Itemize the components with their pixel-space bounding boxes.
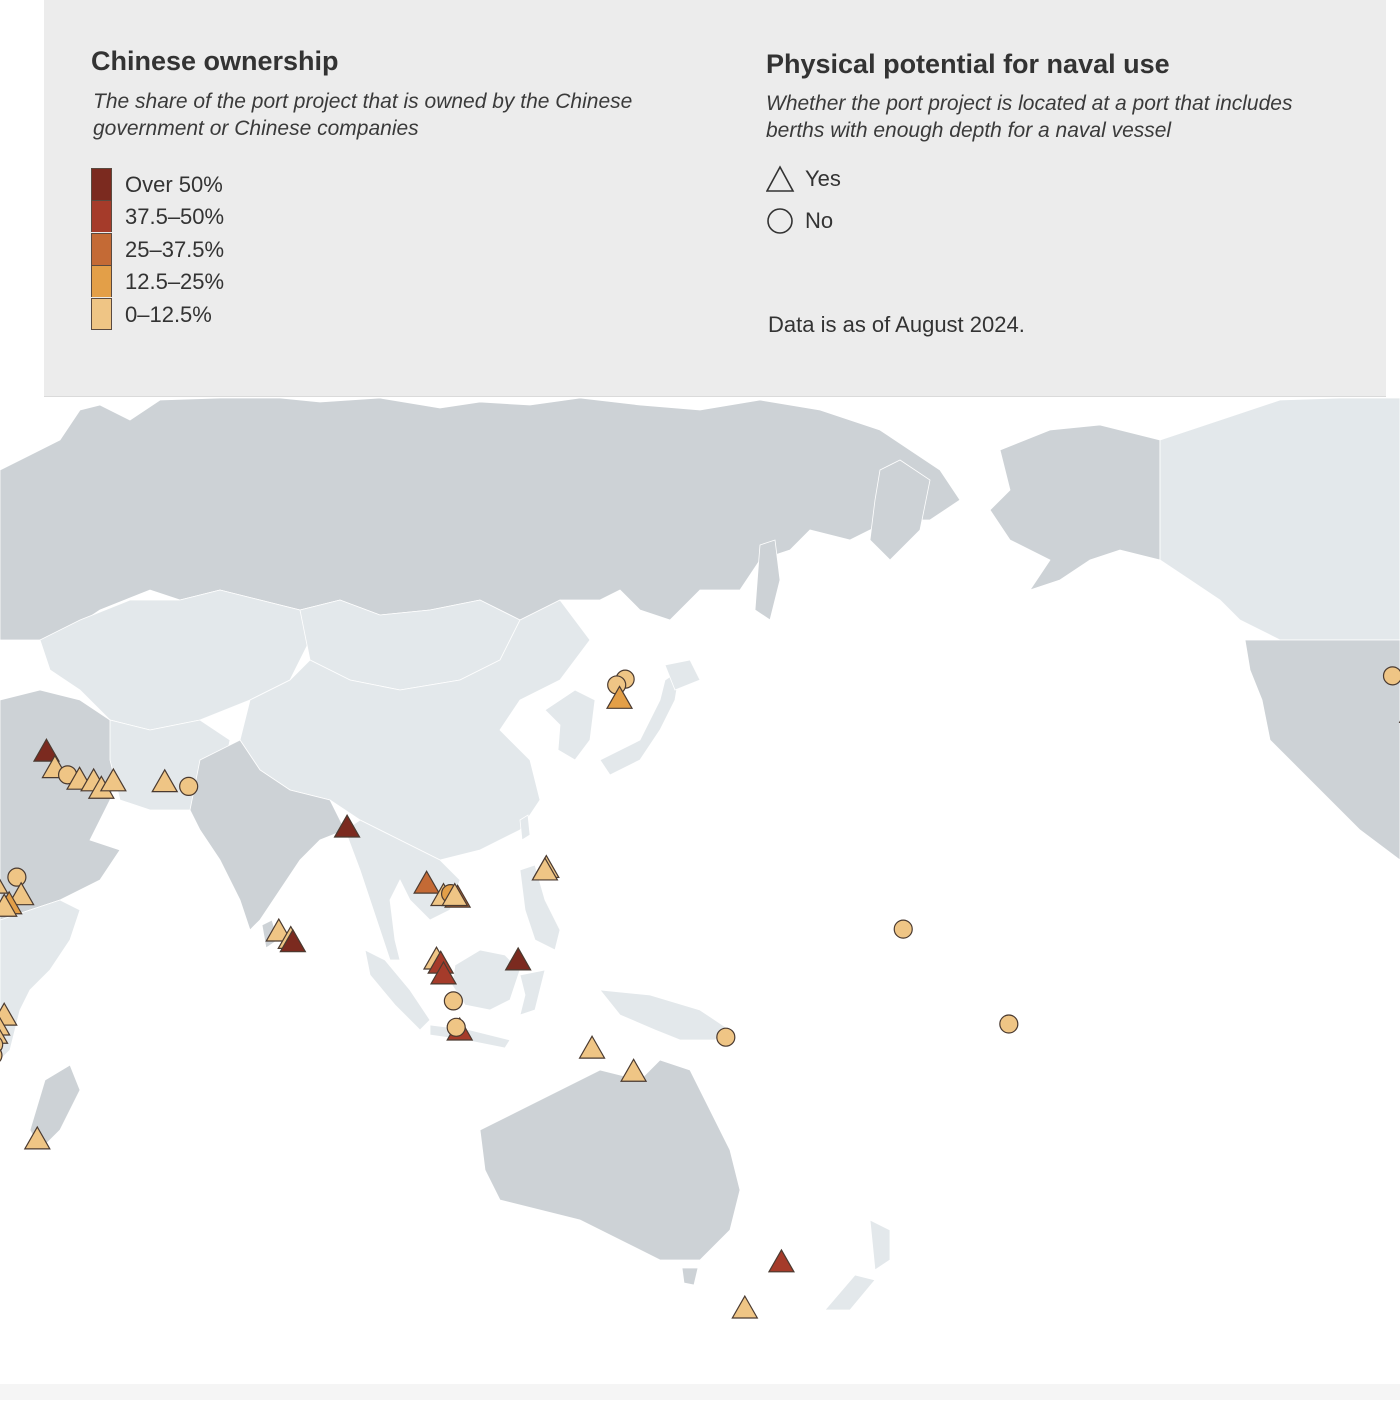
port-circle-marker[interactable]: [180, 777, 198, 795]
port-circle-marker[interactable]: [1384, 667, 1400, 685]
east-africa-land: [0, 900, 80, 1060]
scale-label: 12.5–25%: [125, 269, 224, 295]
legend-no-label: No: [805, 208, 833, 234]
sumatra-land: [365, 950, 430, 1030]
new-zealand-land: [825, 1220, 890, 1310]
port-circle-marker[interactable]: [8, 868, 26, 886]
scale-label: 0–12.5%: [125, 302, 212, 328]
land-layer: [0, 398, 1400, 1310]
triangle-icon: [766, 165, 796, 195]
port-triangle-marker[interactable]: [580, 1036, 605, 1058]
port-triangle-marker[interactable]: [732, 1296, 757, 1318]
port-triangle-marker[interactable]: [769, 1250, 794, 1272]
color-swatch: [91, 200, 112, 232]
usa-land: [1245, 640, 1400, 860]
world-map: [0, 397, 1400, 1400]
scale-label: 37.5–50%: [125, 204, 224, 230]
new-guinea-land: [600, 990, 730, 1040]
port-triangle-marker[interactable]: [621, 1059, 646, 1081]
map-area: [0, 397, 1400, 1400]
naval-legend-title: Physical potential for naval use: [766, 49, 1170, 80]
color-swatch: [91, 298, 112, 330]
color-swatch: [91, 265, 112, 297]
data-date-note: Data is as of August 2024.: [768, 312, 1025, 338]
legend-yes-label: Yes: [805, 166, 841, 192]
scale-label: 25–37.5%: [125, 237, 224, 263]
port-circle-marker[interactable]: [1000, 1015, 1018, 1033]
circle-icon: [766, 207, 796, 237]
port-circle-marker[interactable]: [444, 992, 462, 1010]
port-circle-marker[interactable]: [447, 1018, 465, 1036]
port-circle-marker[interactable]: [717, 1028, 735, 1046]
sulawesi-land: [520, 970, 545, 1015]
canada-land: [1160, 398, 1400, 640]
scale-label: Over 50%: [125, 172, 223, 198]
alaska-land: [990, 425, 1160, 590]
color-swatch: [91, 233, 112, 265]
korea-land: [545, 690, 595, 760]
kamchatka-land: [870, 460, 930, 560]
ownership-legend-subtitle: The share of the port project that is ow…: [93, 88, 683, 142]
tasmania-land: [682, 1268, 698, 1285]
color-swatch: [91, 168, 112, 200]
bottom-strip: [0, 1384, 1400, 1400]
legend-panel: Chinese ownership The share of the port …: [44, 0, 1386, 397]
port-circle-marker[interactable]: [894, 920, 912, 938]
australia-land: [480, 1060, 740, 1260]
ownership-legend-title: Chinese ownership: [91, 46, 339, 77]
taiwan-land: [520, 815, 530, 840]
naval-legend-subtitle: Whether the port project is located at a…: [766, 90, 1356, 144]
